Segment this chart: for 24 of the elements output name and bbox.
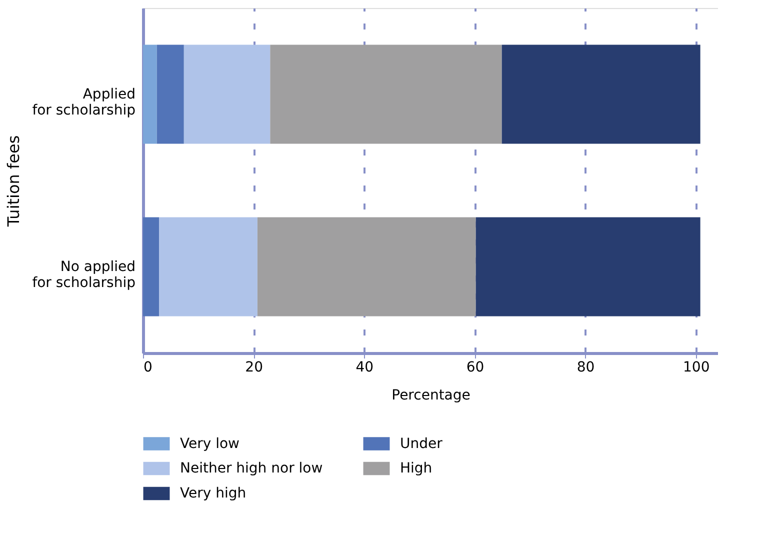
y-tick-label: No applied for scholarship — [32, 258, 136, 291]
legend-label: Very low — [180, 436, 240, 452]
legend-label: Very high — [180, 486, 246, 502]
x-tick-label: 20 — [245, 360, 263, 376]
x-tick-label: 0 — [144, 360, 152, 376]
x-tick-label: 60 — [466, 360, 484, 376]
bar — [184, 44, 270, 144]
legend-label: Under — [400, 436, 443, 452]
x-tick-label: 40 — [356, 360, 374, 376]
x-tick-label: 100 — [683, 360, 710, 376]
y-tick-label: Applied for scholarship — [32, 86, 136, 118]
bar — [502, 44, 700, 144]
legend-label: High — [400, 460, 432, 476]
legend-label: Neither high nor low — [180, 460, 323, 476]
bar — [143, 44, 157, 144]
bar — [159, 217, 258, 316]
x-axis-title: Percentage — [392, 388, 470, 404]
bar — [476, 217, 700, 316]
bar — [156, 44, 184, 144]
y-axis-title: Tuition fees — [4, 135, 24, 228]
bar — [143, 217, 160, 316]
bar — [270, 44, 502, 144]
x-tick-label: 80 — [576, 360, 595, 376]
bar — [257, 217, 476, 316]
